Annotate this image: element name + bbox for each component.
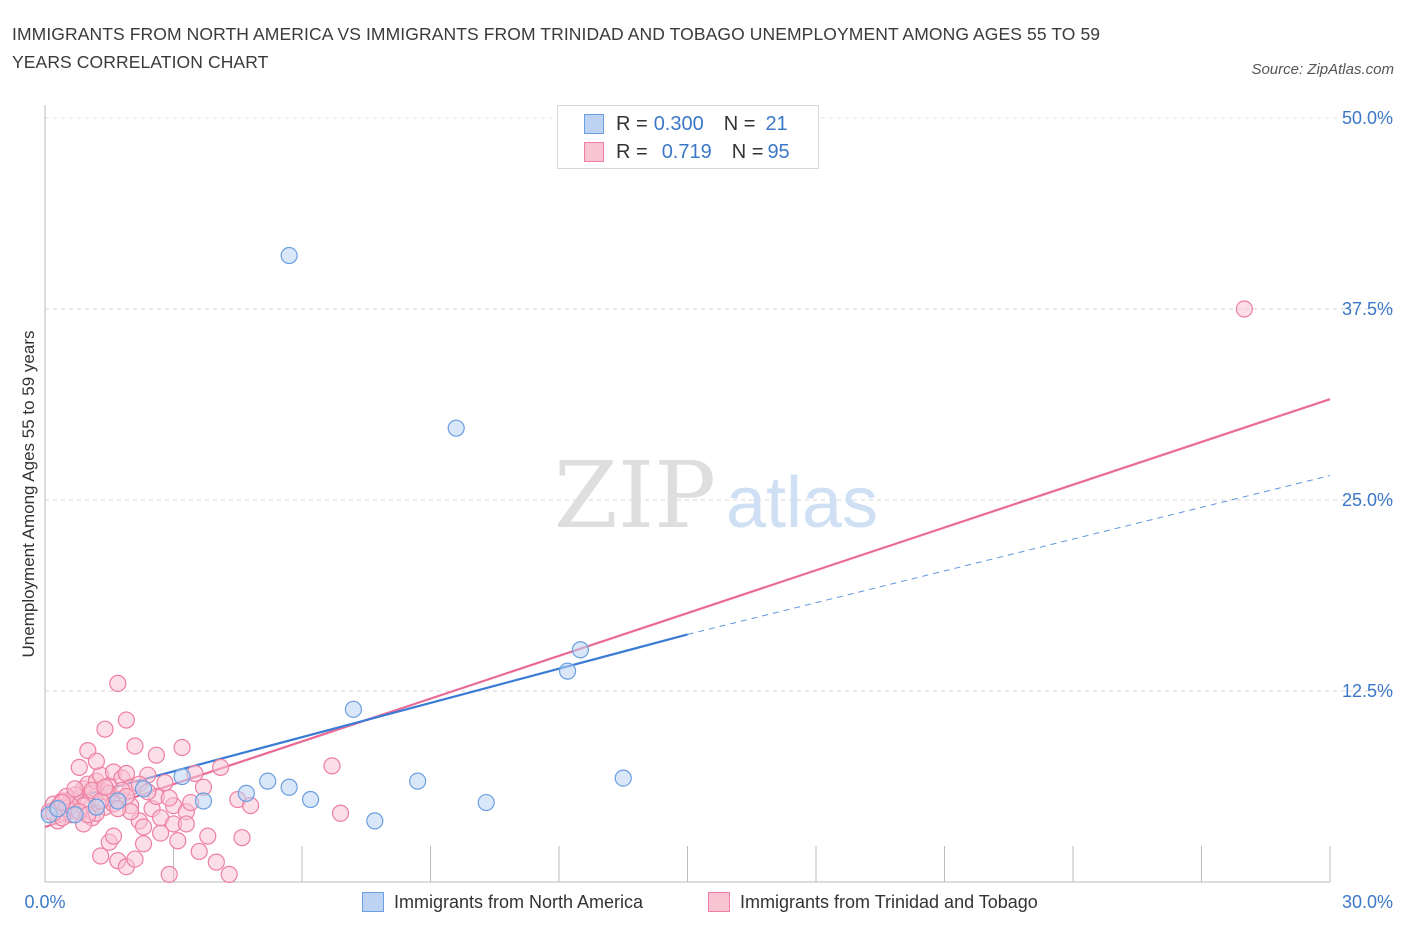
data-point-trinidad <box>199 827 217 845</box>
trend-line-extension <box>687 475 1331 635</box>
data-point-trinidad <box>126 850 144 868</box>
legend-n-label: N = <box>723 112 756 135</box>
data-point-north-america <box>558 662 577 680</box>
data-point-trinidad <box>96 778 114 796</box>
y-tick-label: 12.5% <box>1342 681 1393 701</box>
data-point-trinidad <box>87 752 106 770</box>
data-point-north-america <box>194 792 213 810</box>
data-point-trinidad <box>92 847 110 865</box>
data-point-trinidad <box>331 804 350 822</box>
legend-item-trinidad[interactable]: Immigrants from Trinidad and Tobago <box>708 888 1038 916</box>
data-point-trinidad <box>134 818 153 836</box>
trend-line-trinidad <box>44 398 1331 829</box>
legend-row-trinidad: R = 0.719 N = 95 <box>584 138 790 166</box>
data-points <box>40 246 1253 883</box>
data-point-trinidad <box>169 832 187 850</box>
data-point-trinidad <box>160 789 178 807</box>
data-point-north-america <box>87 798 106 816</box>
data-point-trinidad <box>66 780 84 798</box>
data-point-trinidad <box>1235 300 1253 318</box>
data-point-trinidad <box>117 711 135 729</box>
legend-r-label: R = <box>616 140 648 163</box>
legend-swatch-pink <box>708 892 730 912</box>
legend-r-value: 0.719 <box>661 140 712 163</box>
data-point-north-america <box>409 772 427 790</box>
data-point-trinidad <box>156 774 174 792</box>
data-point-north-america <box>301 790 320 809</box>
data-point-trinidad <box>126 737 144 755</box>
x-tick-label: 0.0% <box>24 892 65 912</box>
data-point-trinidad <box>160 865 178 883</box>
x-tick-label: 30.0% <box>1342 892 1393 912</box>
data-point-trinidad <box>323 757 341 775</box>
legend-swatch-blue <box>584 114 604 134</box>
chart-title-line2: YEARS CORRELATION CHART <box>12 52 269 72</box>
legend-label: Immigrants from Trinidad and Tobago <box>740 891 1038 912</box>
data-point-trinidad <box>190 842 208 861</box>
data-point-north-america <box>49 800 67 818</box>
y-axis-label: Unemployment Among Ages 55 to 59 years <box>19 331 38 658</box>
grid-lines <box>45 117 1395 692</box>
data-point-trinidad <box>70 758 88 777</box>
chart-title: IMMIGRANTS FROM NORTH AMERICA VS IMMIGRA… <box>12 20 1212 76</box>
correlation-legend: R = 0.300 N = 21 R = 0.719 N = 95 <box>557 105 819 169</box>
legend-swatch-blue <box>362 892 384 912</box>
data-point-north-america <box>280 778 298 796</box>
data-point-north-america <box>237 784 255 802</box>
legend-n-value: 95 <box>767 140 790 163</box>
y-tick-label: 50.0% <box>1342 108 1393 128</box>
data-point-north-america <box>259 772 277 790</box>
legend-item-north-america[interactable]: Immigrants from North America <box>362 888 643 916</box>
watermark-atlas: atlas <box>726 463 878 543</box>
series-legend: Immigrants from North America Immigrants… <box>0 888 1406 916</box>
legend-row-north-america: R = 0.300 N = 21 <box>584 110 788 138</box>
source-note: Source: ZipAtlas.com <box>1251 61 1394 78</box>
y-tick-label: 25.0% <box>1342 490 1393 510</box>
y-tick-label: 37.5% <box>1342 299 1393 319</box>
watermark-zip: ZIP <box>554 442 716 549</box>
data-point-north-america <box>614 769 632 787</box>
legend-n-value: 21 <box>765 112 788 135</box>
data-point-trinidad <box>207 853 225 871</box>
legend-swatch-pink <box>584 142 604 162</box>
data-point-north-america <box>344 700 362 718</box>
data-point-trinidad <box>96 720 114 738</box>
data-point-north-america <box>571 641 590 659</box>
data-point-trinidad <box>104 827 123 845</box>
data-point-trinidad <box>177 815 195 833</box>
data-point-trinidad <box>109 674 127 692</box>
data-point-north-america <box>109 792 127 810</box>
data-point-trinidad <box>220 865 238 883</box>
data-point-north-america <box>447 419 465 437</box>
chart-title-line1: IMMIGRANTS FROM NORTH AMERICA VS IMMIGRA… <box>12 24 1101 44</box>
data-point-trinidad <box>212 758 230 777</box>
legend-r-value: 0.300 <box>653 112 704 135</box>
watermark: ZIP atlas <box>554 442 878 549</box>
data-point-trinidad <box>147 746 165 764</box>
data-point-north-america <box>280 246 298 265</box>
data-point-north-america <box>173 767 191 786</box>
legend-r-label: R = <box>616 112 648 135</box>
data-point-trinidad <box>134 835 153 853</box>
data-point-trinidad <box>233 829 251 847</box>
legend-label: Immigrants from North America <box>394 891 644 912</box>
data-point-north-america <box>366 812 384 830</box>
data-point-north-america <box>134 780 153 798</box>
data-point-north-america <box>477 793 495 812</box>
data-point-north-america <box>66 806 84 824</box>
data-point-trinidad <box>173 738 191 757</box>
tick-labels: 12.5% 25.0% 37.5% 50.0% 0.0% 30.0% <box>24 108 1393 912</box>
legend-n-label: N = <box>731 140 764 163</box>
